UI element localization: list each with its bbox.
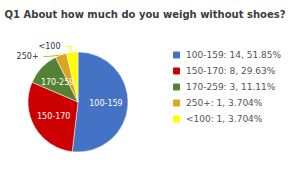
svg-text:170-259: 170-259 [41, 78, 74, 87]
svg-text:Q1 About how much do you weigh: Q1 About how much do you weigh without s… [5, 9, 286, 20]
svg-text:250+: 1, 3.704%: 250+: 1, 3.704% [186, 98, 263, 108]
svg-text:250+: 250+ [17, 52, 39, 61]
svg-text:150-170: 8, 29.63%: 150-170: 8, 29.63% [186, 66, 276, 76]
svg-text:<100: 1, 3.704%: <100: 1, 3.704% [186, 114, 263, 124]
svg-text:100-159: 100-159 [89, 99, 122, 108]
svg-text:170-259: 3, 11.11%: 170-259: 3, 11.11% [186, 82, 276, 92]
svg-text:<100: <100 [39, 42, 61, 51]
svg-text:150-170: 150-170 [37, 112, 70, 121]
svg-text:100-159: 14, 51.85%: 100-159: 14, 51.85% [186, 50, 281, 60]
